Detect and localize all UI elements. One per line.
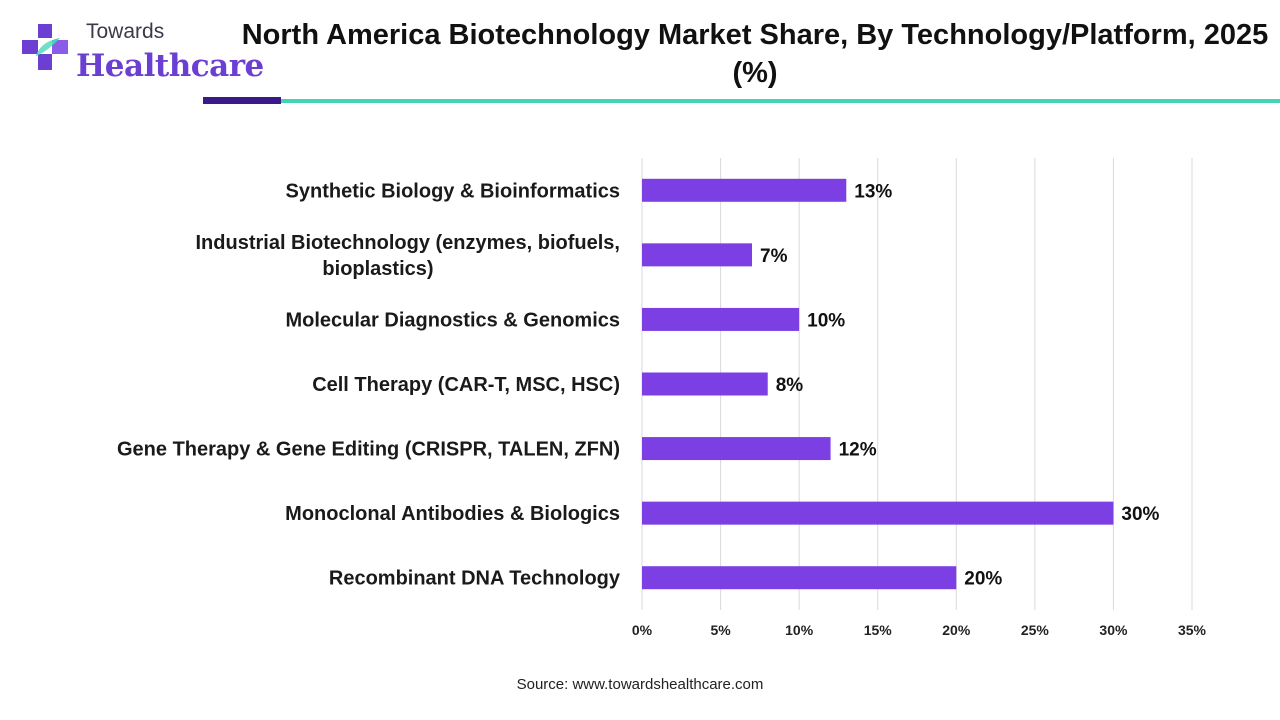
logo-text-towards: Towards — [86, 20, 165, 43]
bar-value-label: 10% — [807, 310, 845, 331]
category-label: Cell Therapy (CAR-T, MSC, HSC) — [312, 374, 620, 396]
bar — [642, 372, 768, 396]
chart-title: North America Biotechnology Market Share… — [241, 19, 1269, 89]
bar-value-label: 12% — [839, 440, 877, 461]
category-label: Synthetic Biology & Bioinformatics — [286, 180, 620, 202]
bar — [642, 437, 831, 461]
bar — [642, 307, 800, 331]
logo-text-healthcare: Healthcare — [76, 48, 264, 84]
x-tick-label: 0% — [632, 622, 653, 638]
header-rule — [281, 99, 1280, 103]
bar — [642, 501, 1114, 525]
bar-value-label: 20% — [964, 569, 1002, 590]
category-label: Recombinant DNA Technology — [329, 568, 621, 590]
x-tick-label: 5% — [710, 622, 731, 638]
bar — [642, 243, 752, 267]
x-tick-label: 20% — [942, 622, 971, 638]
bar-value-label: 13% — [854, 181, 892, 202]
medical-cross-icon — [22, 24, 68, 70]
source-note: Source: www.towardshealthcare.com — [516, 676, 764, 693]
bar — [642, 566, 957, 590]
x-tick-label: 15% — [864, 622, 893, 638]
bar-value-label: 30% — [1121, 504, 1159, 525]
category-label: Molecular Diagnostics & Genomics — [285, 309, 620, 331]
category-label: Industrial Biotechnology (enzymes, biofu… — [195, 232, 620, 254]
bar-value-label: 7% — [760, 246, 788, 267]
category-label: Monoclonal Antibodies & Biologics — [285, 503, 620, 525]
x-tick-label: 25% — [1021, 622, 1050, 638]
bar-value-label: 8% — [776, 375, 804, 396]
x-tick-label: 35% — [1178, 622, 1207, 638]
category-label: bioplastics) — [322, 258, 433, 280]
header-rule-accent — [203, 97, 281, 104]
bar — [642, 178, 847, 202]
category-label: Gene Therapy & Gene Editing (CRISPR, TAL… — [117, 439, 620, 461]
x-tick-label: 10% — [785, 622, 814, 638]
x-tick-label: 30% — [1099, 622, 1128, 638]
brand-logo: Towards Healthcare — [20, 16, 264, 86]
